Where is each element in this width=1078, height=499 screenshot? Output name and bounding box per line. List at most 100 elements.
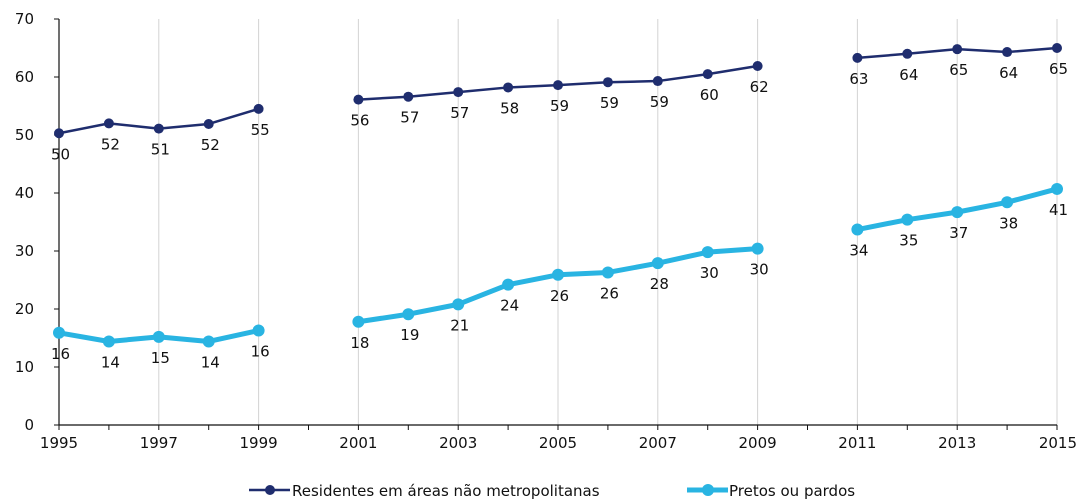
point-residentes-2008: [702, 69, 713, 80]
data-label-residentes-1998: 52: [201, 136, 220, 154]
data-label-pretos-2003: 21: [450, 316, 469, 334]
x-tick-label-2011: 2011: [838, 434, 876, 452]
x-tick-label-1999: 1999: [240, 434, 278, 452]
data-label-residentes-2011: 63: [849, 70, 868, 88]
grid-lines: [158, 19, 1058, 425]
data-label-pretos-2001: 18: [350, 334, 369, 352]
data-label-pretos-1998: 14: [201, 353, 220, 371]
x-tick-label-2003: 2003: [439, 434, 477, 452]
point-pretos-1998: [202, 335, 215, 348]
data-label-residentes-2012: 64: [899, 66, 918, 84]
point-pretos-2015: [1051, 182, 1063, 195]
data-label-residentes-2007: 59: [650, 93, 669, 111]
point-residentes-1998: [203, 118, 214, 129]
point-residentes-2012: [902, 48, 913, 59]
y-tick-label-20: 20: [15, 300, 34, 318]
point-residentes-2006: [602, 77, 613, 88]
point-pretos-1996: [102, 335, 115, 348]
y-tick-label-60: 60: [15, 68, 34, 86]
data-label-pretos-1996: 14: [101, 353, 120, 371]
point-residentes-2004: [503, 82, 514, 93]
y-tick-label-10: 10: [15, 358, 34, 376]
data-label-residentes-1995: 50: [51, 145, 70, 163]
data-label-residentes-2005: 59: [550, 97, 569, 115]
data-label-residentes-2002: 57: [400, 109, 419, 127]
data-label-residentes-2008: 60: [700, 86, 719, 104]
y-tick-label-0: 0: [24, 416, 34, 434]
data-label-pretos-2004: 24: [500, 297, 519, 315]
data-label-residentes-1999: 55: [251, 121, 270, 139]
data-label-residentes-2006: 59: [600, 94, 619, 112]
point-pretos-1995: [53, 326, 65, 339]
data-label-pretos-2009: 30: [750, 261, 769, 279]
data-label-residentes-2013: 65: [949, 61, 968, 79]
point-pretos-2005: [552, 268, 564, 281]
point-residentes-2003: [453, 87, 464, 98]
x-tick-label-2009: 2009: [739, 434, 777, 452]
data-labels: 50 52 51 52 55 56 57 57 58 59 59 59 60 62 63 64 65 64 65 16…: [51, 60, 1068, 371]
data-label-pretos-2011: 34: [849, 242, 868, 260]
point-pretos-1997: [152, 330, 165, 343]
y-tick-label-30: 30: [15, 242, 34, 260]
point-pretos-2011: [851, 223, 864, 236]
point-residentes-2002: [403, 91, 414, 102]
point-residentes-2013: [952, 44, 963, 55]
data-label-pretos-1999: 16: [251, 342, 270, 360]
point-pretos-2013: [951, 206, 964, 219]
x-tick-label-2015: 2015: [1039, 434, 1077, 452]
point-residentes-1997: [153, 123, 164, 134]
legend-marker-pretos: [702, 484, 714, 496]
data-label-pretos-2005: 26: [550, 287, 569, 305]
data-label-pretos-2006: 26: [600, 284, 619, 302]
legend-label-residentes: Residentes em áreas não metropolitanas: [292, 482, 600, 499]
data-label-residentes-2001: 56: [350, 112, 369, 130]
point-pretos-2004: [502, 278, 515, 291]
data-label-residentes-2014: 64: [999, 64, 1018, 82]
x-tick-label-1995: 1995: [40, 434, 78, 452]
data-label-residentes-1996: 52: [101, 135, 120, 153]
point-pretos-2007: [651, 257, 664, 270]
data-label-pretos-1997: 15: [151, 349, 170, 367]
y-tick-label-50: 50: [15, 126, 34, 144]
point-residentes-2001: [353, 94, 364, 105]
point-pretos-2006: [601, 266, 614, 279]
data-label-residentes-2009: 62: [750, 78, 769, 96]
data-label-residentes-2015: 65: [1049, 60, 1068, 78]
x-tick-label-1997: 1997: [140, 434, 178, 452]
x-tick-label-2007: 2007: [639, 434, 677, 452]
legend-label-pretos: Pretos ou pardos: [729, 482, 855, 499]
data-label-pretos-1995: 16: [51, 345, 70, 363]
x-tick-label-2005: 2005: [539, 434, 577, 452]
x-tick-label-2001: 2001: [339, 434, 377, 452]
point-pretos-2008: [701, 246, 714, 259]
data-label-pretos-2008: 30: [700, 264, 719, 282]
point-pretos-2003: [452, 298, 465, 311]
point-residentes-2005: [553, 80, 563, 91]
point-residentes-2015: [1052, 43, 1062, 53]
point-pretos-2012: [901, 213, 914, 226]
data-label-residentes-1997: 51: [151, 141, 170, 159]
point-residentes-2009: [752, 60, 763, 71]
point-pretos-1999: [252, 324, 265, 337]
data-label-pretos-2013: 37: [949, 224, 968, 242]
point-residentes-1999: [253, 103, 264, 114]
axes: 0 10 20 30 40 50 60 70 1995 1997 1999 2001 2003 2005 2…: [15, 10, 1077, 452]
point-residentes-2007: [652, 76, 663, 87]
legend: Residentes em áreas não metropolitanas P…: [249, 482, 855, 499]
data-label-residentes-2003: 57: [450, 104, 469, 122]
data-label-pretos-2012: 35: [899, 232, 918, 250]
point-residentes-1995: [54, 128, 64, 139]
point-pretos-2002: [402, 308, 415, 321]
legend-marker-residentes: [265, 485, 275, 495]
x-tick-label-2013: 2013: [938, 434, 976, 452]
data-label-pretos-2007: 28: [650, 275, 669, 293]
point-pretos-2014: [1001, 196, 1014, 209]
data-label-residentes-2004: 58: [500, 99, 519, 117]
point-residentes-2011: [852, 52, 863, 63]
data-label-pretos-2015: 41: [1049, 201, 1068, 219]
series-group: [53, 43, 1063, 348]
data-label-pretos-2002: 19: [400, 326, 419, 344]
y-tick-label-70: 70: [15, 10, 34, 28]
point-residentes-2014: [1002, 47, 1013, 58]
